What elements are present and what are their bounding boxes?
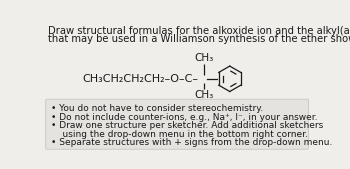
- Text: CH₃: CH₃: [195, 53, 214, 63]
- Text: • Do not include counter-ions, e.g., Na⁺, I⁻, in your answer.: • Do not include counter-ions, e.g., Na⁺…: [51, 113, 317, 122]
- Text: • Separate structures with + signs from the drop-down menu.: • Separate structures with + signs from …: [51, 138, 332, 147]
- Text: using the drop-down menu in the bottom right corner.: using the drop-down menu in the bottom r…: [51, 130, 308, 139]
- Text: • Draw one structure per sketcher. Add additional sketchers: • Draw one structure per sketcher. Add a…: [51, 121, 323, 130]
- Text: that may be used in a Williamson synthesis of the ether shown.: that may be used in a Williamson synthes…: [48, 34, 350, 44]
- Text: CH₃: CH₃: [195, 90, 214, 100]
- Text: Draw structural formulas for the alkoxide ion and the alkyl(aryl)bromide: Draw structural formulas for the alkoxid…: [48, 26, 350, 37]
- Text: • You do not have to consider stereochemistry.: • You do not have to consider stereochem…: [51, 104, 263, 113]
- Text: CH₃CH₂CH₂CH₂–O–C–: CH₃CH₂CH₂CH₂–O–C–: [83, 74, 198, 84]
- FancyBboxPatch shape: [46, 99, 308, 149]
